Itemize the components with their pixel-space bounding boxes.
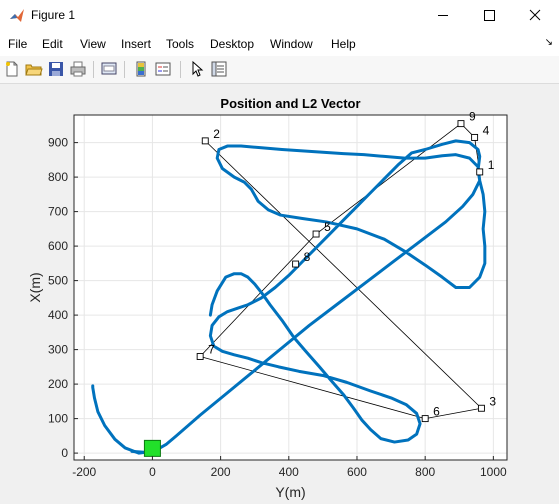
y-tick-label: 600 — [48, 239, 68, 253]
menu-window[interactable]: Window — [270, 37, 313, 51]
print-icon[interactable] — [69, 60, 87, 78]
maximize-icon — [484, 10, 495, 21]
matlab-logo-icon — [10, 9, 24, 22]
y-tick-label: 700 — [48, 205, 68, 219]
new-figure-icon[interactable] — [3, 60, 21, 78]
start-marker[interactable] — [143, 439, 161, 457]
y-tick-label: 500 — [48, 274, 68, 288]
waypoint-label: 6 — [433, 405, 440, 419]
x-tick-label: 0 — [149, 465, 156, 479]
x-axis-label: Y(m) — [275, 484, 305, 500]
menu-insert[interactable]: Insert — [121, 37, 152, 51]
waypoint-label: 5 — [324, 220, 331, 234]
waypoint-marker[interactable] — [476, 168, 484, 176]
waypoint-label: 1 — [488, 158, 495, 172]
y-tick-label: 300 — [48, 343, 68, 357]
y-tick-label: 400 — [48, 308, 68, 322]
waypoint-label: 7 — [208, 343, 215, 357]
l2-vector-line — [425, 407, 482, 419]
x-tick-label: 400 — [279, 465, 299, 479]
minimize-icon — [438, 15, 448, 16]
window-titlebar: Figure 1 — [0, 0, 559, 31]
trajectory-line[interactable] — [130, 139, 487, 454]
y-tick-label: 200 — [48, 377, 68, 391]
waypoint-label: 9 — [469, 110, 476, 124]
figure-toolbar — [0, 56, 559, 84]
save-icon[interactable] — [47, 60, 65, 78]
menu-tools[interactable]: Tools — [166, 37, 195, 51]
menu-view[interactable]: View — [80, 37, 106, 51]
waypoint-marker[interactable] — [292, 260, 300, 268]
waypoint-marker[interactable] — [457, 120, 465, 128]
menu-desktop[interactable]: Desktop — [210, 37, 255, 51]
x-tick-label: -200 — [72, 465, 96, 479]
x-tick-label: 600 — [347, 465, 367, 479]
waypoint-label: 2 — [213, 127, 220, 141]
waypoint-marker[interactable] — [471, 133, 479, 141]
menu-edit[interactable]: Edit — [42, 37, 63, 51]
waypoint-label: 8 — [304, 250, 311, 264]
y-tick-label: 0 — [61, 446, 68, 460]
minimize-button[interactable] — [420, 0, 466, 31]
window-title: Figure 1 — [31, 8, 76, 22]
open-file-icon[interactable] — [25, 60, 43, 78]
waypoint-label: 4 — [483, 123, 490, 137]
pointer-icon[interactable] — [188, 60, 206, 78]
waypoint-marker[interactable] — [421, 415, 429, 423]
close-icon — [529, 9, 541, 21]
y-axis-label: X(m) — [27, 272, 43, 302]
plot-area — [74, 115, 507, 460]
toolbar-separator — [124, 61, 125, 78]
legend-icon[interactable] — [154, 60, 172, 78]
waypoint-label: 3 — [489, 394, 496, 408]
x-tick-label: 1000 — [480, 465, 507, 479]
axes-box — [73, 114, 508, 461]
maximize-button[interactable] — [466, 0, 512, 31]
trajectory-line-start[interactable] — [91, 384, 154, 455]
colorbar-icon[interactable] — [132, 60, 150, 78]
toolbar-separator — [93, 61, 94, 78]
l2-vector-line — [200, 356, 426, 419]
waypoint-marker[interactable] — [201, 137, 209, 145]
menu-help[interactable]: Help — [331, 37, 356, 51]
y-tick-label: 900 — [48, 136, 68, 150]
waypoint-marker[interactable] — [477, 404, 485, 412]
x-tick-label: 800 — [415, 465, 435, 479]
toolbar-separator — [180, 61, 181, 78]
chart-title: Position and L2 Vector — [220, 96, 360, 111]
waypoint-marker[interactable] — [312, 230, 320, 238]
l2-vector-line — [204, 140, 482, 409]
menu-dock-arrow-icon[interactable]: ↘ — [544, 37, 553, 48]
figure-canvas: 1 2 3 4 5 6 7 8 9 -200 0 200 400 600 800 1000 0 100 200 300… — [0, 84, 559, 504]
close-button[interactable] — [512, 0, 558, 31]
x-tick-label: 200 — [211, 465, 231, 479]
y-tick-label: 800 — [48, 170, 68, 184]
print-preview-icon[interactable] — [100, 60, 118, 78]
menu-bar: File Edit View Insert Tools Desktop Wind… — [0, 31, 559, 56]
menu-file[interactable]: File — [8, 37, 28, 51]
chart-svg[interactable]: 1 2 3 4 5 6 7 8 9 -200 0 200 400 600 800 1000 0 100 200 300… — [0, 84, 559, 504]
l2-vector-line — [315, 123, 462, 235]
property-inspector-icon[interactable] — [210, 60, 228, 78]
l2-vector-line — [199, 233, 317, 357]
y-tick-label: 100 — [48, 412, 68, 426]
waypoint-marker[interactable] — [196, 353, 204, 360]
